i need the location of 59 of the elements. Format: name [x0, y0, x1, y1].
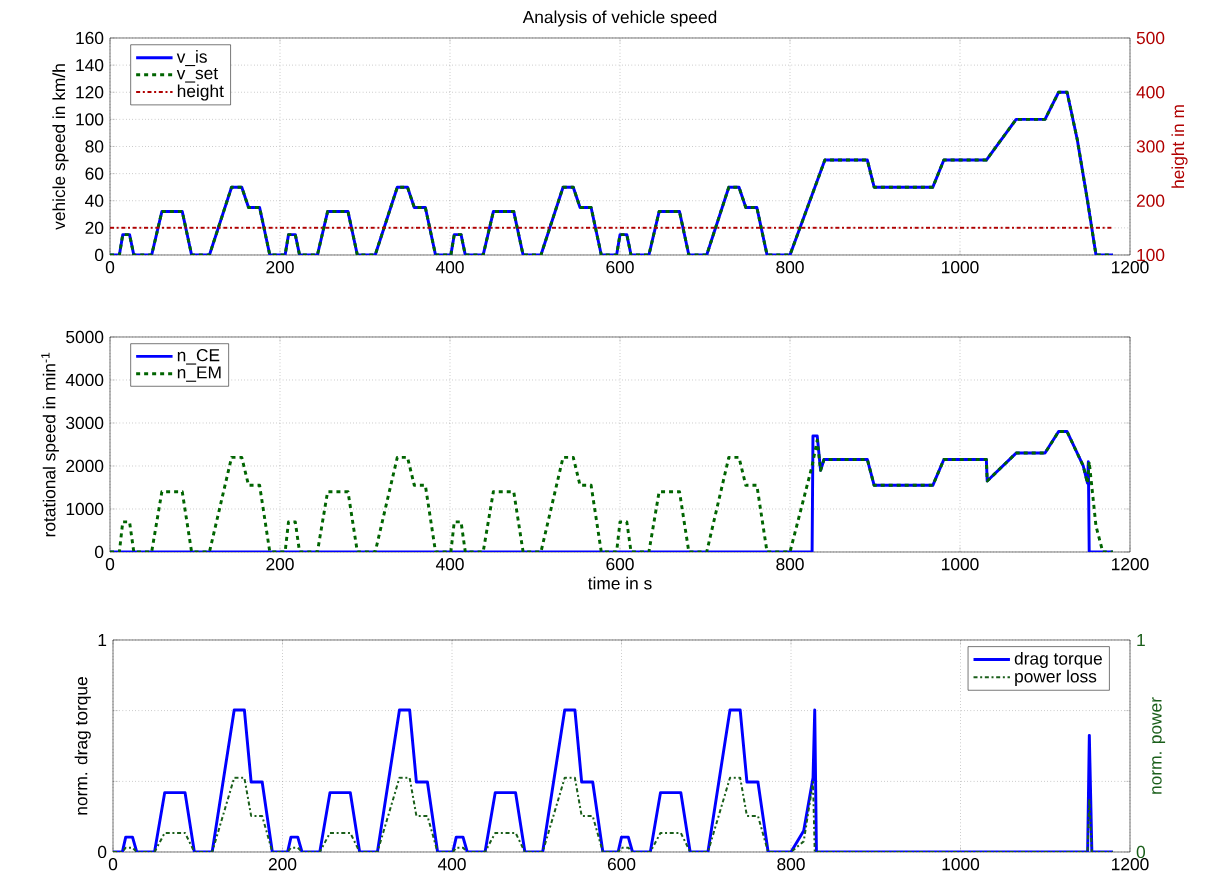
x-tick-label: 800 — [776, 261, 804, 274]
y2-tick-label: 0 — [1136, 845, 1146, 859]
y2-axis-title: height in m — [1171, 105, 1188, 188]
y-tick-label: 160 — [76, 31, 104, 45]
y-tick-label: 5000 — [66, 330, 104, 344]
y2-tick-label: 300 — [1136, 140, 1165, 153]
y-tick-label: 1 — [98, 634, 107, 646]
x-tick-label: 0 — [105, 261, 115, 274]
y-tick-label: 140 — [76, 58, 104, 72]
x-tick-label: 1000 — [942, 558, 979, 571]
x-tick-label: 0 — [105, 558, 115, 571]
y-axis-title: norm. drag torque — [74, 677, 91, 815]
y-tick-label: 120 — [76, 86, 104, 99]
y2-tick-label: 400 — [1136, 86, 1165, 99]
legend-label: v_is — [176, 50, 207, 67]
legend-label: power loss — [1015, 669, 1097, 686]
x-tick-label: 600 — [606, 261, 634, 274]
legend-label: n_CE — [177, 349, 220, 365]
y-axis-title: rotational speed in min$^{-1}$ — [41, 352, 59, 537]
legend-label: drag torque — [1014, 651, 1102, 669]
y2-tick-label: 1 — [1137, 634, 1145, 646]
x-tick-label: 1000 — [942, 858, 980, 871]
y-tick-label: 0 — [94, 248, 104, 262]
chart-title: Analysis of vehicle speed — [522, 10, 717, 27]
y-tick-label: 0 — [97, 845, 107, 859]
y-axis-title: vehicle speed in km/h — [52, 64, 69, 230]
x-tick-label: 200 — [266, 261, 294, 274]
x-tick-label: 1200 — [1112, 558, 1149, 571]
x-tick-label: 200 — [268, 858, 297, 871]
y2-axis-title: norm. power — [1152, 697, 1166, 794]
y-tick-label: 60 — [85, 167, 104, 180]
x-tick-label: 800 — [776, 558, 804, 571]
x-tick-label: 600 — [606, 558, 634, 571]
x-tick-label: 600 — [607, 858, 636, 871]
y-tick-label: 40 — [85, 194, 104, 207]
y-tick-label: 20 — [85, 221, 104, 234]
x-tick-label: 200 — [266, 558, 294, 571]
y-tick-label: 0 — [94, 545, 104, 559]
y2-tick-label: 100 — [1137, 248, 1165, 262]
legend-label: n_EM — [177, 366, 221, 382]
x-tick-label: 400 — [435, 558, 464, 571]
x-tick-label: 1000 — [942, 261, 979, 274]
x-tick-label: 1200 — [1112, 261, 1149, 274]
legend-label: height — [177, 84, 224, 101]
x-tick-label: 1200 — [1112, 858, 1149, 871]
y2-tick-label: 200 — [1136, 194, 1165, 207]
y-tick-label: 4000 — [65, 373, 104, 387]
y-tick-label: 100 — [76, 113, 104, 126]
y2-tick-label: 500 — [1136, 31, 1165, 45]
x-tick-label: 800 — [777, 858, 805, 871]
y-tick-label: 1000 — [66, 502, 104, 516]
y-tick-label: 2000 — [66, 459, 104, 473]
x-tick-label: 400 — [437, 858, 466, 871]
x-tick-label: 400 — [435, 261, 464, 274]
x-tick-label: 0 — [108, 858, 118, 871]
y-tick-label: 3000 — [66, 416, 104, 430]
y-tick-label: 80 — [85, 140, 104, 153]
legend-label: v_set — [176, 67, 218, 83]
x-axis-title: time in s — [588, 576, 652, 590]
